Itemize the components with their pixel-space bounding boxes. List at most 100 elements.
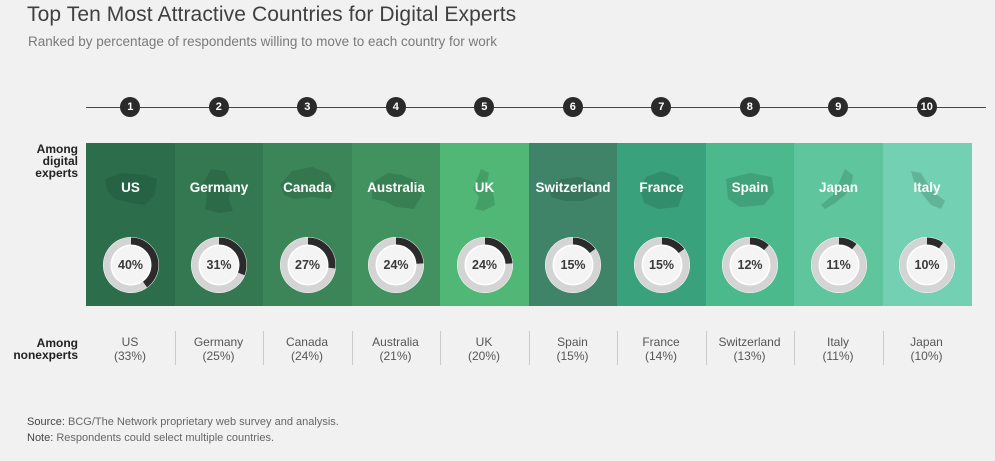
- nonexpert-percent: (25%): [202, 349, 235, 363]
- rank-marker: 10: [916, 97, 937, 117]
- spain-map-icon: [726, 173, 775, 207]
- france-map-icon: [639, 171, 684, 209]
- rank-marker: 9: [828, 97, 849, 117]
- country-name: Japan: [819, 180, 859, 195]
- nonexperts-row-label-line-2: nonexperts: [13, 348, 78, 362]
- donut-value-arc: [191, 237, 247, 293]
- donut-chart: [722, 237, 779, 293]
- rank-marker: 8: [739, 97, 760, 117]
- country-panel: Italy 10%: [882, 143, 972, 306]
- column-separator: [617, 331, 618, 365]
- column-separator: [705, 331, 707, 365]
- country-panel: Germany 31%: [174, 143, 264, 306]
- nonexperts-row-label: Among nonexperts: [8, 337, 78, 361]
- nonexpert-percent: (15%): [556, 349, 589, 363]
- nonexpert-country: Switzerland: [718, 335, 781, 349]
- chart-title: Top Ten Most Attractive Countries for Di…: [27, 3, 517, 26]
- nonexpert-item: UK (20%): [440, 335, 528, 363]
- nonexpert-percent: (10%): [910, 349, 943, 363]
- donut-center: [642, 246, 681, 284]
- nonexpert-item: Germany (25%): [175, 335, 263, 363]
- nonexpert-item: Switzerland (13%): [706, 335, 794, 363]
- nonexperts-row-label-line-1: Among: [36, 336, 78, 350]
- donut-chart: [191, 237, 248, 293]
- country-panel: France 15%: [617, 143, 707, 306]
- nonexpert-item: Australia (21%): [352, 335, 440, 363]
- donut-center: [731, 246, 770, 284]
- donut-percent-label: 10%: [914, 258, 940, 272]
- country-panel: Switzerland 15%: [528, 143, 618, 306]
- nonexpert-item: Japan (10%): [883, 335, 971, 363]
- experts-row-label: Among digital experts: [8, 143, 78, 179]
- country-panel: Japan 11%: [794, 143, 884, 306]
- nonexpert-percent: (21%): [379, 349, 412, 363]
- nonexpert-country: Spain: [557, 335, 588, 349]
- country-name: Italy: [913, 180, 941, 195]
- donut-percent-label: 15%: [560, 258, 586, 272]
- nonexpert-country: Germany: [193, 335, 244, 349]
- country-name: Canada: [283, 180, 332, 195]
- donut-value-arc: [368, 237, 424, 293]
- country-name: US: [121, 180, 140, 195]
- rank-marker: 2: [208, 97, 229, 117]
- column-separator: [440, 331, 441, 365]
- source-label: Source:: [27, 416, 65, 428]
- chart-subtitle: Ranked by percentage of respondents will…: [28, 34, 498, 49]
- country-name: Australia: [367, 180, 425, 195]
- donut-center: [908, 246, 947, 284]
- rank-marker: 7: [651, 97, 672, 117]
- germany-map-icon: [203, 169, 234, 213]
- rank-marker: 1: [120, 97, 141, 117]
- donut-percent-label: 24%: [472, 258, 498, 272]
- donut-center: [377, 246, 416, 284]
- country-name: France: [639, 180, 684, 195]
- donut-center: [288, 246, 327, 284]
- nonexpert-country: US: [121, 335, 139, 349]
- country-name: Germany: [189, 180, 249, 195]
- donut-chart: [545, 237, 602, 293]
- column-separator: [528, 331, 530, 365]
- country-panel: Canada 27%: [263, 143, 353, 306]
- us-map-icon: [104, 173, 157, 205]
- donut-percent-label: 31%: [206, 258, 232, 272]
- donut-chart: [368, 237, 425, 293]
- donut-chart: [102, 237, 159, 293]
- country-panel: UK 24%: [440, 143, 530, 306]
- uk-map-icon: [472, 169, 495, 211]
- donut-chart: [899, 237, 956, 293]
- donut-center: [200, 246, 239, 284]
- donut-center: [554, 246, 593, 284]
- nonexpert-percent: (13%): [733, 349, 766, 363]
- rank-marker: 4: [385, 97, 406, 117]
- donut-value-arc: [457, 237, 513, 293]
- nonexpert-country: Australia: [372, 335, 419, 349]
- country-name: Switzerland: [535, 180, 611, 195]
- note-label: Note:: [27, 432, 54, 444]
- canada-map-icon: [279, 167, 336, 199]
- nonexpert-country: France: [642, 335, 680, 349]
- donut-percent-label: 12%: [737, 258, 763, 272]
- country-name: Spain: [731, 180, 769, 195]
- donut-chart: [456, 237, 513, 293]
- footer-note: Note: Respondents could select multiple …: [27, 432, 274, 444]
- italy-map-icon: [911, 171, 946, 209]
- donut-percent-label: 27%: [295, 258, 321, 272]
- nonexpert-item: Italy (11%): [794, 335, 882, 363]
- nonexpert-item: Spain (15%): [529, 335, 617, 363]
- donut-value-arc: [634, 237, 690, 293]
- donut-percent-label: 24%: [383, 258, 409, 272]
- donut-value-arc: [103, 237, 159, 293]
- nonexpert-percent: (24%): [290, 349, 323, 363]
- country-name: UK: [474, 180, 495, 195]
- nonexpert-country: Canada: [285, 335, 329, 349]
- nonexpert-country: UK: [475, 335, 493, 349]
- nonexpert-percent: (11%): [822, 349, 854, 363]
- column-separator: [351, 331, 353, 365]
- donut-percent-label: 40%: [118, 258, 144, 272]
- country-panel: Australia 24%: [351, 143, 441, 306]
- note-text: Respondents could select multiple countr…: [56, 432, 275, 444]
- donut-center: [465, 246, 504, 284]
- footer-source: Source: BCG/The Network proprietary web …: [27, 416, 339, 428]
- donut-value-arc: [899, 237, 955, 293]
- nonexpert-percent: (20%): [467, 349, 500, 363]
